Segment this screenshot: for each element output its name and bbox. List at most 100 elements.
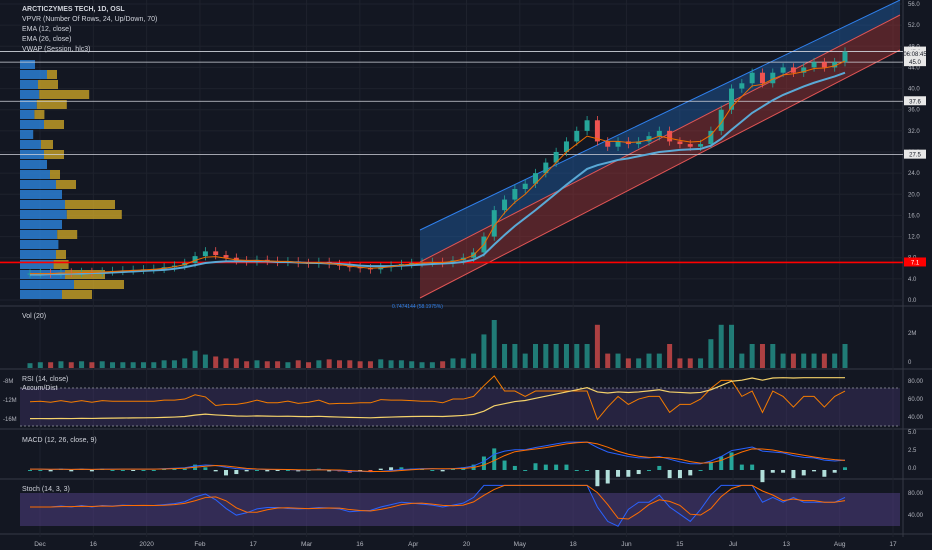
macd-histogram-bar — [677, 470, 682, 479]
stoch-panel-label[interactable]: Stoch (14, 3, 3) — [22, 486, 70, 493]
volume-profile — [20, 60, 124, 299]
macd-histogram-bar — [801, 470, 806, 476]
macd-histogram-bar — [564, 464, 569, 470]
volume-bar — [687, 358, 693, 368]
volume-bar — [512, 344, 518, 368]
macd-tick-label: 5.0 — [908, 430, 917, 436]
channel-lower-fill — [420, 15, 900, 298]
x-tick-label: 2020 — [139, 541, 154, 548]
x-tick-label: 20 — [463, 541, 471, 548]
volume-bar — [615, 353, 621, 368]
macd-histogram-bar — [296, 470, 301, 472]
candle-body — [233, 257, 239, 261]
volume-bar — [491, 320, 497, 368]
price-tick-label: 24.0 — [908, 171, 920, 177]
macd-histogram-bar — [770, 470, 775, 473]
volume-bar — [244, 361, 250, 368]
candle-body — [357, 267, 363, 269]
volume-bar — [594, 324, 600, 368]
macd-histogram-bar — [760, 470, 765, 483]
x-tick-label: 16 — [90, 541, 98, 548]
volume-bar — [646, 353, 652, 368]
volume-bar — [264, 361, 270, 368]
ema-lines — [30, 60, 846, 276]
macd-panel-label[interactable]: MACD (12, 26, close, 9) — [22, 437, 97, 444]
volume-bar — [780, 353, 786, 368]
macd-histogram-bar — [585, 470, 590, 471]
candle-body — [605, 141, 611, 147]
price-tick-label: 40.0 — [908, 87, 920, 93]
vpvr-down-bar — [62, 290, 92, 299]
macd-histogram-bar — [481, 456, 486, 470]
macd-histogram-bar — [843, 467, 847, 470]
candle-body — [491, 210, 497, 237]
macd-histogram-bar — [234, 470, 239, 475]
volume-bar — [316, 360, 322, 368]
vpvr-up-bar — [20, 260, 54, 269]
rsi-panel-label[interactable]: RSI (14, close) — [22, 376, 69, 383]
vpvr-up-bar — [20, 140, 41, 149]
axes: Dec 16 2020 Feb 17 Mar 16 Apr 20 May 18 Jun 15 Jul 13 A… — [3, 2, 927, 548]
volume-bar — [306, 362, 312, 368]
indicator-ema-12[interactable]: EMA (12, close) — [22, 26, 72, 33]
vpvr-up-bar — [20, 290, 62, 299]
channel-upper-line — [419, 0, 901, 231]
stoch-tick-label: 40.00 — [908, 513, 924, 519]
price-label-text: 45.0 — [909, 60, 921, 66]
volume-bar — [171, 360, 177, 368]
price-tick-label: 0.0 — [908, 298, 917, 304]
macd-histogram-bar — [378, 468, 383, 470]
volume-bar — [543, 344, 549, 368]
price-tick-label: 56.0 — [908, 2, 920, 8]
indicator-ema-26[interactable]: EMA (26, close) — [22, 36, 72, 43]
vpvr-up-bar — [20, 130, 34, 139]
volume-bar — [37, 362, 43, 368]
volume-bar — [522, 353, 528, 368]
vpvr-up-bar — [20, 90, 40, 99]
macd-histogram-bar — [574, 470, 579, 471]
x-tick-label: Apr — [408, 541, 419, 548]
volume-bar — [460, 358, 466, 368]
volume-panel-label[interactable]: Vol (20) — [22, 313, 47, 320]
candle-body — [512, 189, 518, 200]
ad-panel-label[interactable]: Accum/Dist — [22, 385, 58, 392]
volume-bar — [285, 362, 291, 368]
volume-bar — [336, 360, 342, 368]
vpvr-down-bar — [50, 170, 60, 179]
indicator-vwap[interactable]: VWAP (Session, hlc3) — [22, 46, 91, 53]
price-label-box — [904, 149, 926, 159]
indicator-vpvr[interactable]: VPVR (Number Of Rows, 24, Up/Down, 70) — [22, 16, 158, 23]
volume-bar — [388, 360, 394, 368]
price-tick-label: 52.0 — [908, 23, 920, 29]
candle-body — [656, 130, 662, 137]
volume-bar — [347, 360, 353, 368]
volume-bar — [202, 354, 208, 368]
volume-bar — [48, 362, 54, 368]
macd-histogram-bar — [358, 470, 363, 471]
x-tick-label: 18 — [570, 541, 578, 548]
candle-body — [759, 72, 765, 84]
x-tick-label: 17 — [889, 541, 897, 548]
macd-histogram-bar — [708, 461, 713, 470]
stoch-tick-label: 80.00 — [908, 491, 924, 497]
volume-bar — [213, 356, 219, 368]
vpvr-down-bar — [38, 80, 58, 89]
macd-histogram-bar — [141, 470, 146, 471]
channel-lower-line — [419, 49, 901, 299]
volume-bar — [481, 334, 487, 368]
vpvr-down-bar — [36, 100, 67, 109]
volume-bar — [275, 361, 281, 368]
channel-mid-line — [419, 14, 901, 263]
macd-signal-line — [30, 441, 846, 472]
volume-bar — [770, 344, 776, 368]
volume-bar — [378, 359, 384, 368]
macd-histogram-bar — [636, 470, 641, 475]
price-label-text: 7.1 — [911, 260, 920, 266]
vpvr-up-bar — [20, 80, 38, 89]
volume-bar — [120, 362, 126, 368]
macd-histogram-bar — [492, 448, 497, 470]
vpvr-up-bar — [20, 160, 47, 169]
candle-body — [553, 152, 559, 163]
price-tick-label: 32.0 — [908, 129, 920, 135]
